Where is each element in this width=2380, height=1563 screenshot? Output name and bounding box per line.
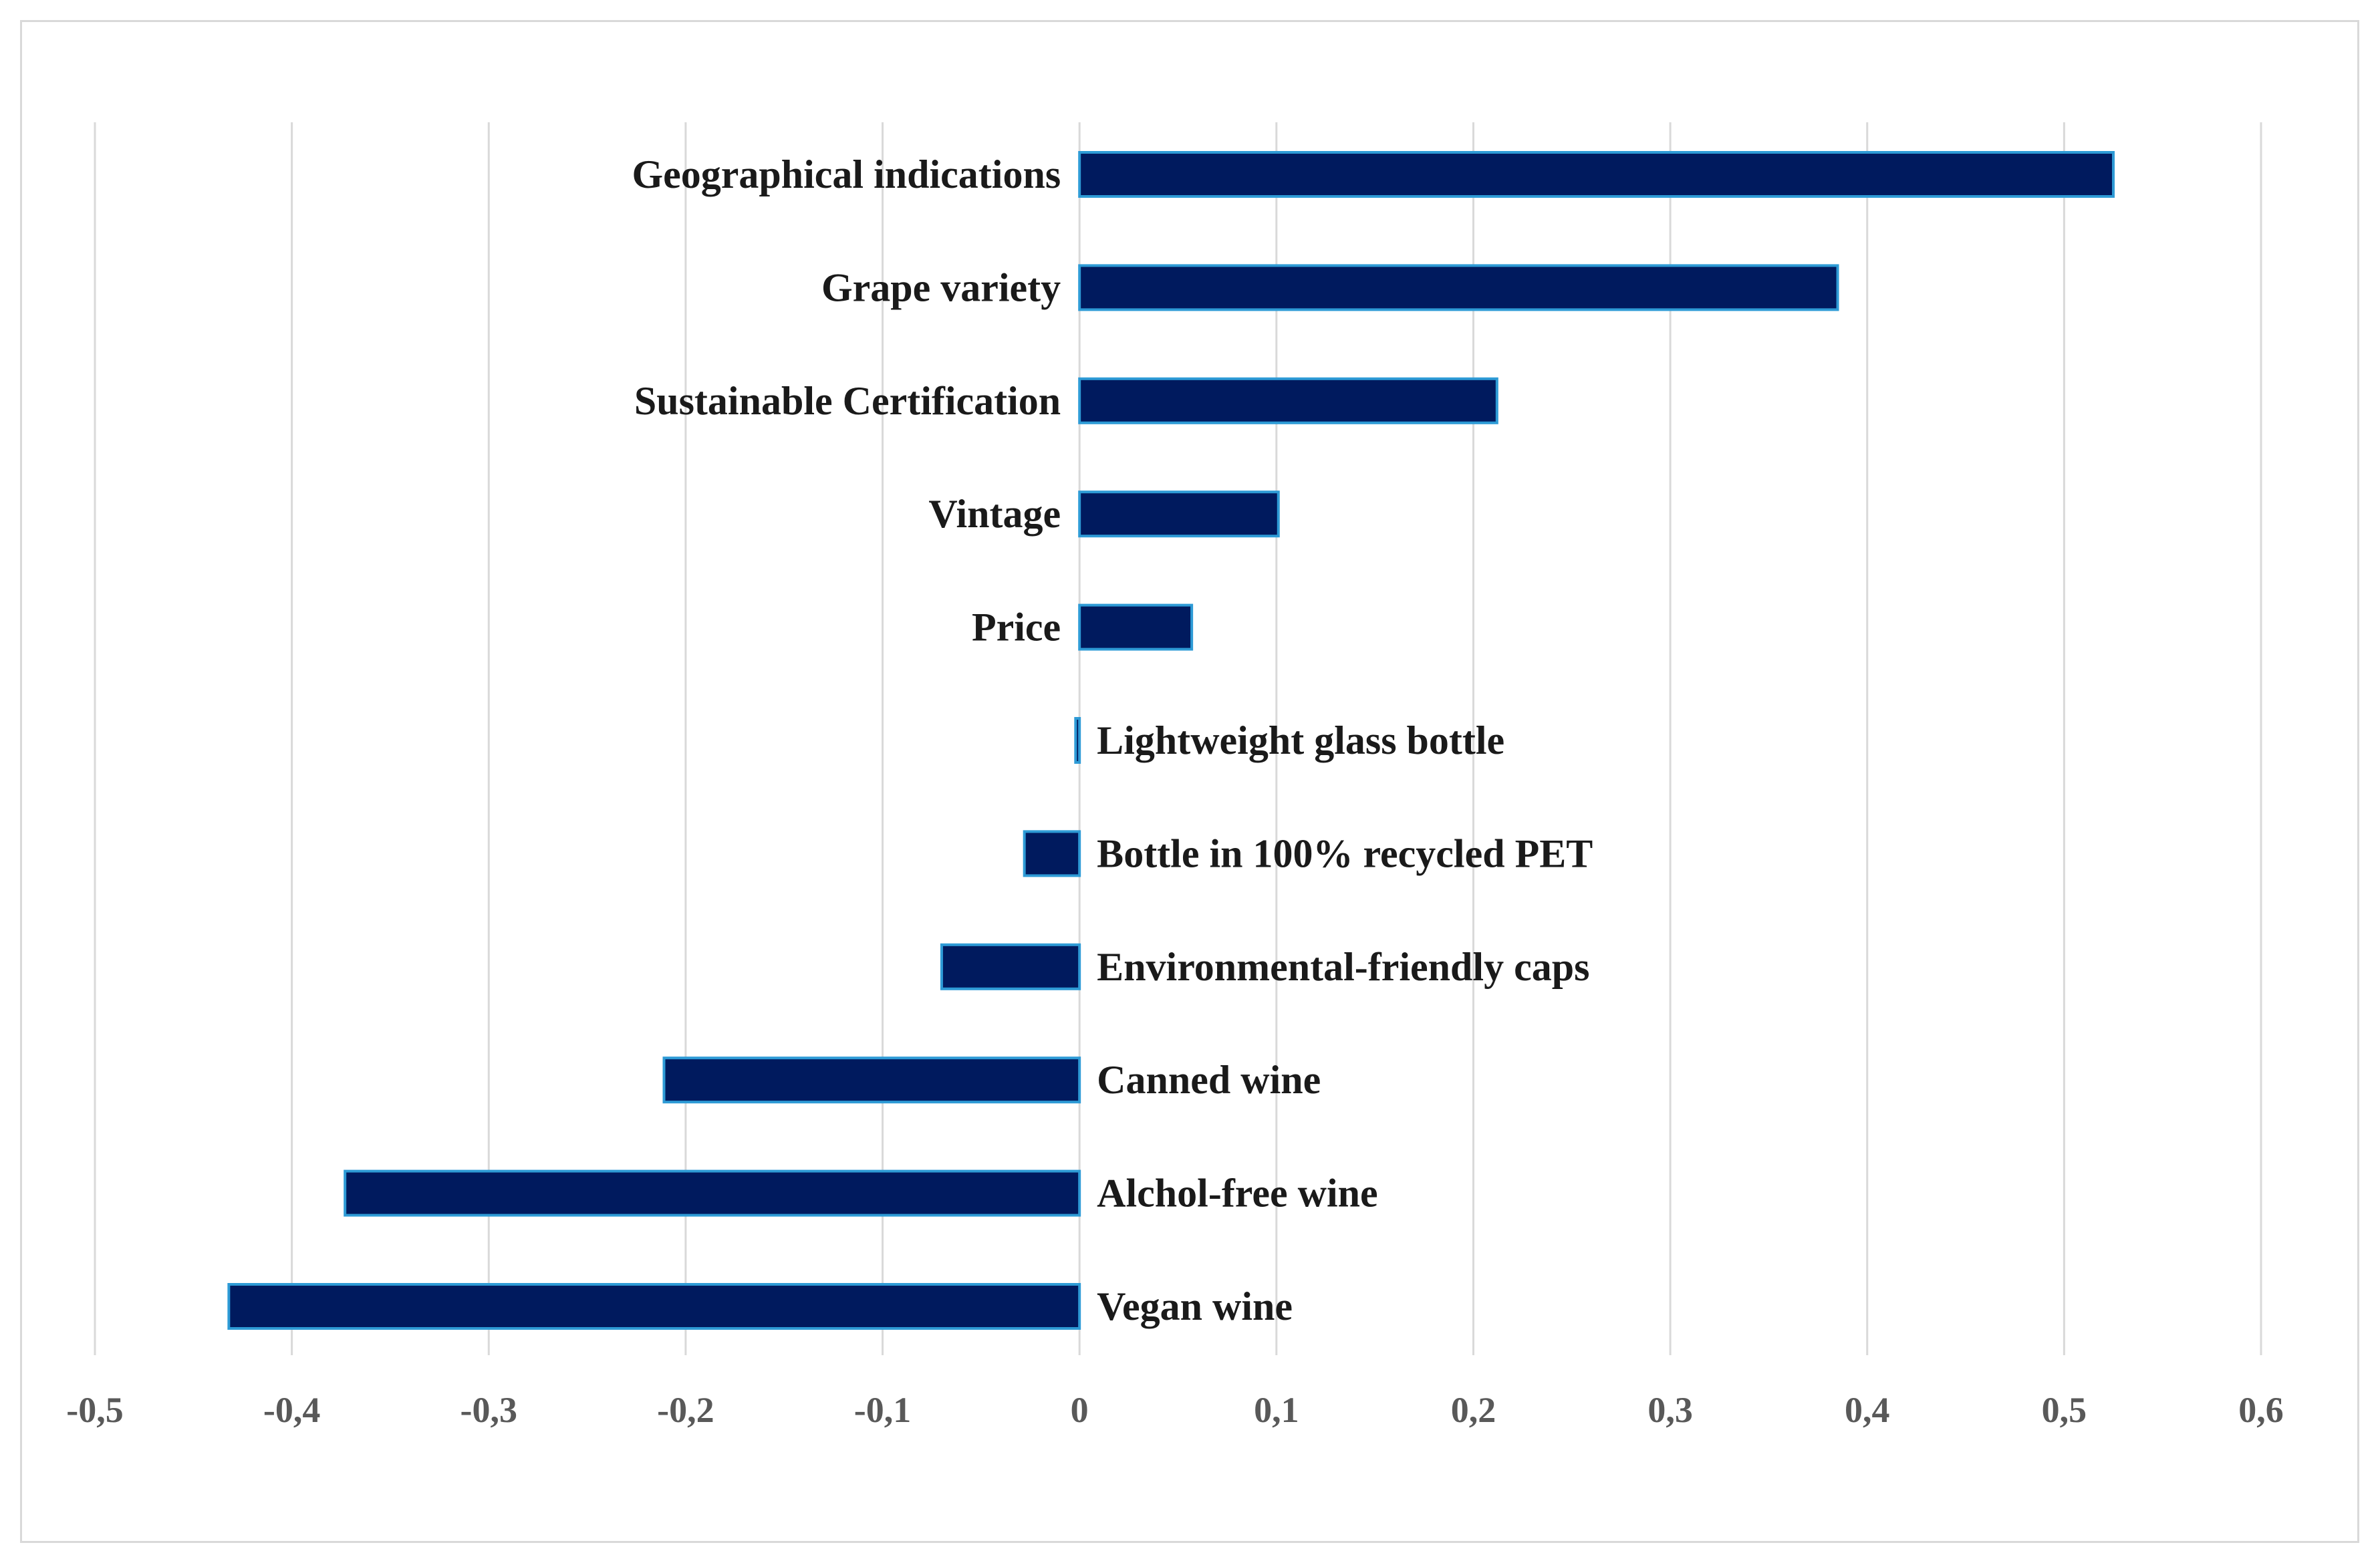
category-label: Canned wine: [1097, 1058, 1321, 1102]
x-tick-label: -0,1: [854, 1390, 911, 1430]
x-tick-label: 0,3: [1647, 1390, 1693, 1430]
category-labels: Geographical indications Grape variety Sus…: [632, 152, 1593, 1328]
x-tick-label: -0,3: [460, 1390, 517, 1430]
bars: [227, 151, 2115, 1330]
category-label: Vintage: [928, 492, 1061, 536]
category-label: Vegan wine: [1097, 1284, 1293, 1328]
bar: [1078, 603, 1194, 651]
category-label: Grape variety: [821, 265, 1061, 309]
x-tick-label: 0,4: [1845, 1390, 1890, 1430]
category-label: Alchol-free wine: [1097, 1171, 1377, 1216]
bar: [344, 1169, 1081, 1217]
category-label: Geographical indications: [632, 152, 1061, 196]
bar: [1074, 717, 1081, 764]
x-tick-label: 0,1: [1254, 1390, 1299, 1430]
x-tick-label: 0: [1071, 1390, 1089, 1430]
x-tick-label: 0,5: [2042, 1390, 2087, 1430]
x-tick-label: -0,2: [657, 1390, 714, 1430]
bar: [1078, 490, 1280, 538]
bar: [1078, 264, 1839, 311]
category-label: Lightweight glass bottle: [1097, 718, 1504, 762]
bar: [940, 943, 1081, 990]
x-tick-label: 0,2: [1451, 1390, 1496, 1430]
bar-chart: Geographical indications Grape variety Sus…: [66, 122, 2284, 1430]
category-label: Sustainable Certification: [634, 379, 1061, 423]
category-label: Environmental-friendly caps: [1097, 945, 1589, 989]
bar: [1023, 830, 1081, 877]
bar: [227, 1283, 1081, 1330]
x-axis-ticks: -0,5 -0,4 -0,3 -0,2 -0,1 0 0,1 0,2 0,3 0,4 0,5 0,6: [66, 1390, 2283, 1430]
chart-frame: Geographical indications Grape variety Sus…: [20, 20, 2359, 1543]
x-tick-label: -0,5: [66, 1390, 123, 1430]
category-label: Bottle in 100% recycled PET: [1097, 831, 1593, 875]
category-label: Price: [972, 605, 1061, 650]
bar: [662, 1056, 1081, 1104]
x-tick-label: -0,4: [263, 1390, 320, 1430]
bar: [1078, 377, 1498, 424]
bar: [1078, 151, 2115, 198]
x-tick-label: 0,6: [2238, 1390, 2284, 1430]
